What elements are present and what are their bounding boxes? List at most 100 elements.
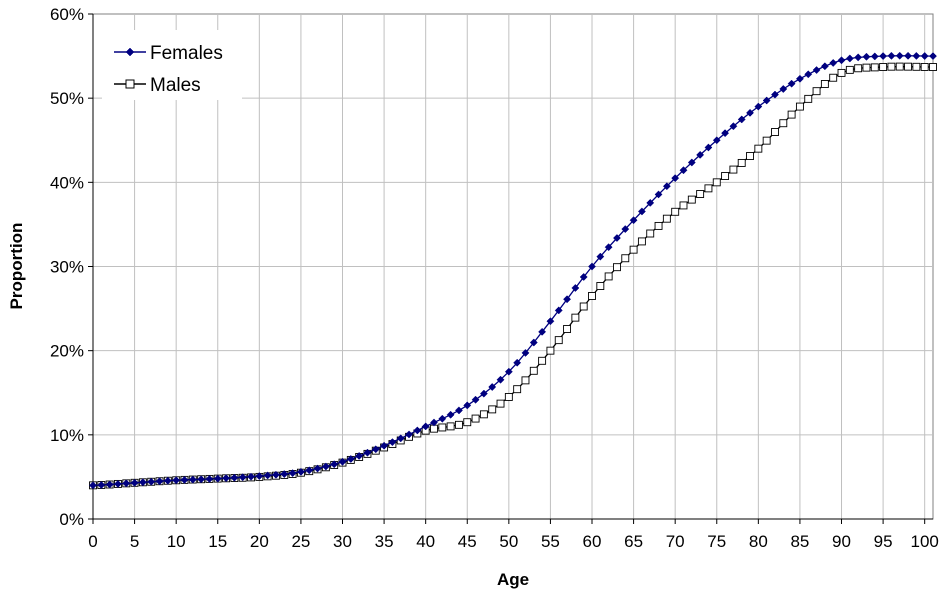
legend: Females Males	[102, 30, 242, 100]
x-tick-label: 15	[208, 532, 227, 551]
data-point-females	[496, 375, 505, 384]
data-point-males	[629, 245, 638, 254]
legend-label-males: Males	[150, 75, 201, 96]
y-tick-label: 20%	[50, 342, 84, 361]
x-tick-label: 35	[375, 532, 394, 551]
data-point-females	[771, 90, 779, 99]
data-point-males	[554, 336, 563, 345]
data-point-females	[604, 243, 613, 252]
data-point-females	[180, 475, 189, 484]
data-point-females	[754, 102, 763, 111]
data-point-males	[912, 62, 921, 71]
data-point-females	[687, 158, 696, 167]
data-point-males	[904, 62, 912, 71]
data-point-males	[820, 80, 829, 88]
data-point-females	[845, 54, 854, 63]
y-tick-label: 50%	[50, 89, 84, 108]
x-tick-label: 20	[250, 532, 269, 551]
data-point-females	[288, 469, 297, 478]
y-tick-label: 40%	[50, 173, 84, 192]
data-point-females	[563, 295, 572, 304]
data-point-females	[238, 473, 247, 482]
data-point-females	[820, 62, 829, 71]
data-point-females	[272, 470, 280, 479]
x-tick-label: 55	[541, 532, 560, 551]
data-point-males	[704, 184, 713, 193]
data-point-females	[546, 317, 555, 326]
data-point-males	[621, 254, 630, 263]
data-point-males	[529, 366, 538, 375]
x-tick-label: 60	[583, 532, 602, 551]
data-point-males	[854, 64, 863, 73]
data-point-females	[579, 273, 588, 281]
series-layer	[89, 51, 937, 490]
legend-box	[102, 30, 242, 100]
data-point-males	[895, 62, 904, 71]
gridlines	[93, 14, 933, 519]
data-point-males	[488, 405, 497, 414]
data-point-females	[654, 190, 663, 199]
data-point-females	[704, 143, 713, 152]
data-point-females	[122, 479, 131, 488]
data-point-females	[721, 129, 730, 138]
data-point-females	[804, 70, 813, 79]
data-point-females	[363, 448, 372, 457]
data-point-females	[388, 438, 397, 447]
data-point-females	[521, 348, 530, 357]
data-point-females	[346, 455, 355, 463]
x-tick-label: 90	[832, 532, 851, 551]
data-point-males	[563, 325, 572, 333]
data-point-females	[929, 52, 937, 61]
data-point-females	[421, 422, 430, 431]
data-point-females	[446, 410, 455, 419]
x-tick-label: 75	[707, 532, 726, 551]
data-point-males	[454, 420, 463, 429]
data-point-females	[904, 51, 913, 60]
data-point-males	[588, 292, 596, 300]
data-point-females	[188, 475, 197, 484]
data-point-females	[380, 441, 389, 450]
data-point-females	[679, 166, 688, 175]
data-point-females	[155, 477, 164, 486]
data-point-females	[479, 389, 488, 398]
axes	[88, 13, 933, 524]
data-point-males	[604, 272, 613, 281]
data-point-females	[662, 182, 671, 191]
data-point-males	[571, 313, 580, 322]
data-point-males	[870, 63, 879, 72]
data-point-females	[779, 85, 788, 93]
data-point-females	[213, 474, 222, 483]
data-point-females	[879, 52, 888, 61]
data-point-males	[646, 229, 655, 238]
data-point-males	[521, 376, 530, 385]
data-point-females	[255, 472, 264, 481]
x-tick-label: 10	[167, 532, 186, 551]
data-point-females	[862, 52, 871, 61]
data-point-females	[629, 216, 638, 225]
data-point-females	[371, 445, 380, 454]
data-point-males	[929, 63, 937, 71]
legend-marker-females	[125, 47, 135, 57]
data-point-females	[829, 58, 838, 67]
data-point-males	[804, 94, 813, 103]
x-tick-label: 0	[88, 532, 97, 551]
data-point-females	[596, 252, 605, 261]
x-tick-label: 70	[666, 532, 685, 551]
data-point-males	[463, 418, 472, 427]
y-tick-label: 60%	[50, 5, 84, 24]
series-females	[89, 51, 937, 490]
data-point-males	[887, 62, 896, 71]
data-point-males	[771, 128, 779, 136]
x-tick-label: 80	[749, 532, 768, 551]
data-point-females	[296, 467, 305, 476]
data-point-females	[529, 338, 538, 347]
data-point-females	[787, 79, 796, 88]
data-point-females	[895, 51, 904, 60]
x-tick-label: 25	[291, 532, 310, 551]
data-point-females	[737, 115, 746, 124]
data-point-females	[230, 473, 239, 482]
data-point-males	[637, 237, 646, 246]
data-point-males	[596, 282, 605, 290]
data-point-females	[438, 414, 447, 423]
